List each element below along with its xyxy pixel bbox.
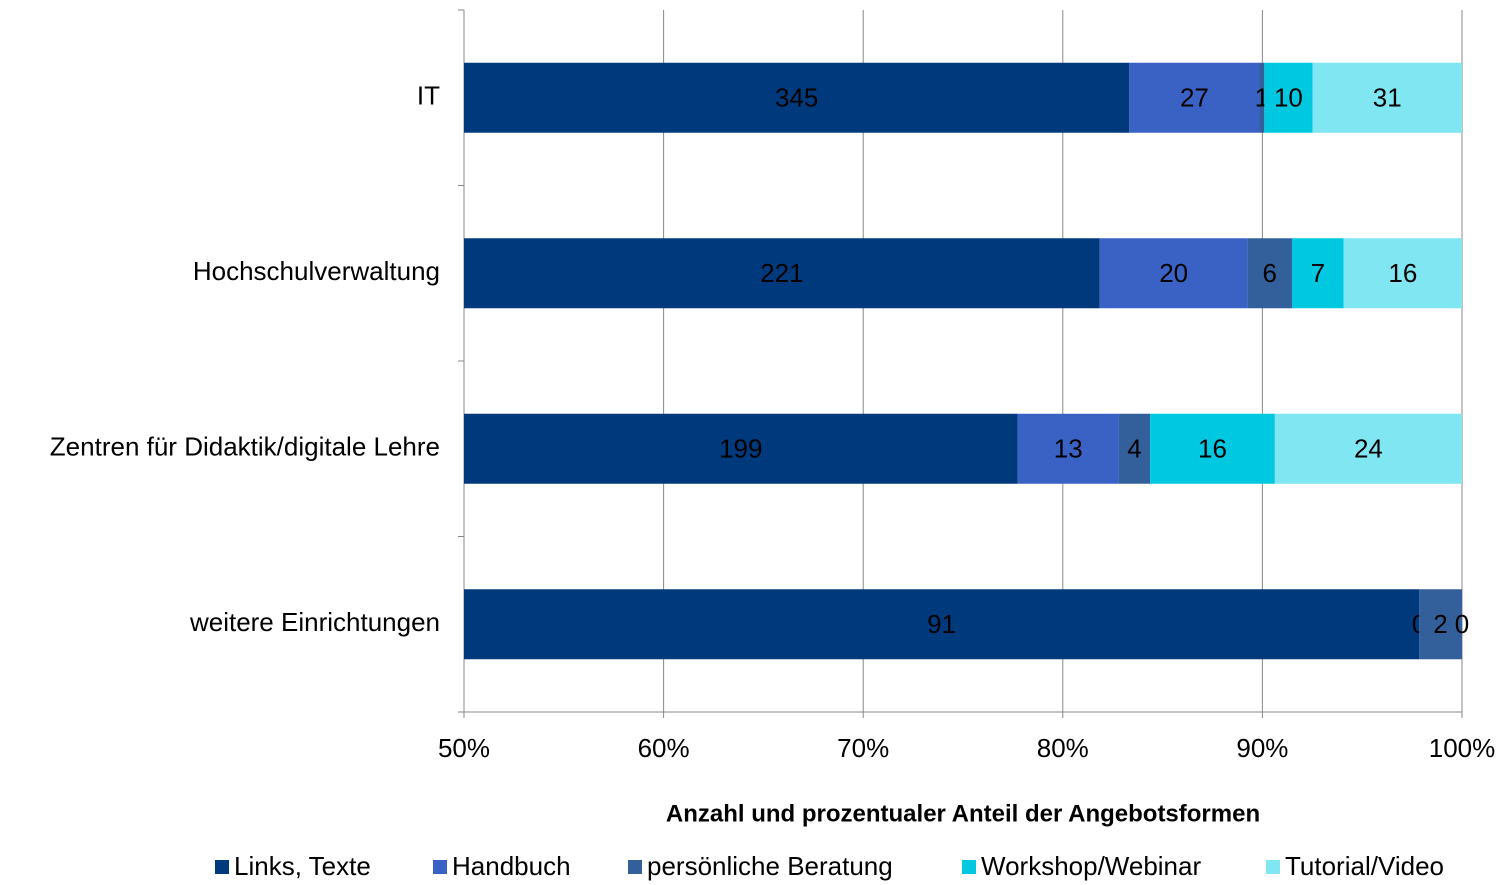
- x-axis-label: Anzahl und prozentualer Anteil der Angeb…: [666, 800, 1260, 827]
- y-tick-label: Hochschulverwaltung: [193, 256, 440, 286]
- bar-segment: [1264, 62, 1313, 133]
- legend-label: Handbuch: [452, 851, 571, 881]
- bar-segment: [1129, 62, 1260, 133]
- data-label: 13: [1054, 434, 1083, 464]
- y-tick-label: IT: [417, 81, 440, 111]
- y-tick-label: Zentren für Didaktik/digitale Lehre: [50, 432, 440, 462]
- x-tick-label: 60%: [638, 733, 690, 763]
- data-label: 91: [927, 609, 956, 639]
- legend-swatch: [1266, 860, 1280, 874]
- data-label: 199: [719, 434, 762, 464]
- data-label: 10: [1274, 83, 1303, 113]
- legend-label: persönliche Beratung: [647, 851, 893, 881]
- bar-segment: [1150, 413, 1275, 484]
- legend-swatch: [215, 860, 229, 874]
- bar-segment: [1118, 413, 1151, 484]
- bar-segment: [1259, 62, 1265, 133]
- bar-segment: [464, 62, 1130, 133]
- bar-segment: [464, 413, 1018, 484]
- bar-segment: [1419, 589, 1462, 660]
- data-label: 16: [1198, 434, 1227, 464]
- data-label: 2: [1433, 609, 1447, 639]
- data-label: 345: [775, 83, 818, 113]
- legend-swatch: [433, 860, 447, 874]
- legend-swatch: [962, 860, 976, 874]
- x-tick-label: 90%: [1236, 733, 1288, 763]
- legend-label: Workshop/Webinar: [981, 851, 1201, 881]
- x-tick-label: 80%: [1037, 733, 1089, 763]
- legend-label: Tutorial/Video: [1285, 851, 1444, 881]
- data-label: 20: [1159, 258, 1188, 288]
- bar-segment: [1017, 413, 1119, 484]
- y-tick-label: weitere Einrichtungen: [189, 607, 440, 637]
- bar-segment: [1291, 238, 1344, 309]
- bar-segment: [1247, 238, 1292, 309]
- data-label: 31: [1373, 83, 1402, 113]
- data-label: 221: [760, 258, 803, 288]
- x-tick-label: 70%: [837, 733, 889, 763]
- data-label: 16: [1388, 258, 1417, 288]
- bar-segment: [1343, 238, 1462, 309]
- data-label: 7: [1311, 258, 1325, 288]
- data-label: 24: [1354, 434, 1383, 464]
- data-label: 4: [1127, 434, 1141, 464]
- data-label: 27: [1180, 83, 1209, 113]
- bar-segment: [1099, 238, 1248, 309]
- bar-segment: [464, 589, 1420, 660]
- data-label: 0: [1455, 609, 1469, 639]
- data-label: 6: [1263, 258, 1277, 288]
- x-tick-label: 100%: [1429, 733, 1496, 763]
- bar-segment: [464, 238, 1100, 309]
- x-tick-label: 50%: [438, 733, 490, 763]
- bar-segment: [1274, 413, 1462, 484]
- bar-segment: [1312, 62, 1462, 133]
- legend-label: Links, Texte: [234, 851, 371, 881]
- legend-swatch: [628, 860, 642, 874]
